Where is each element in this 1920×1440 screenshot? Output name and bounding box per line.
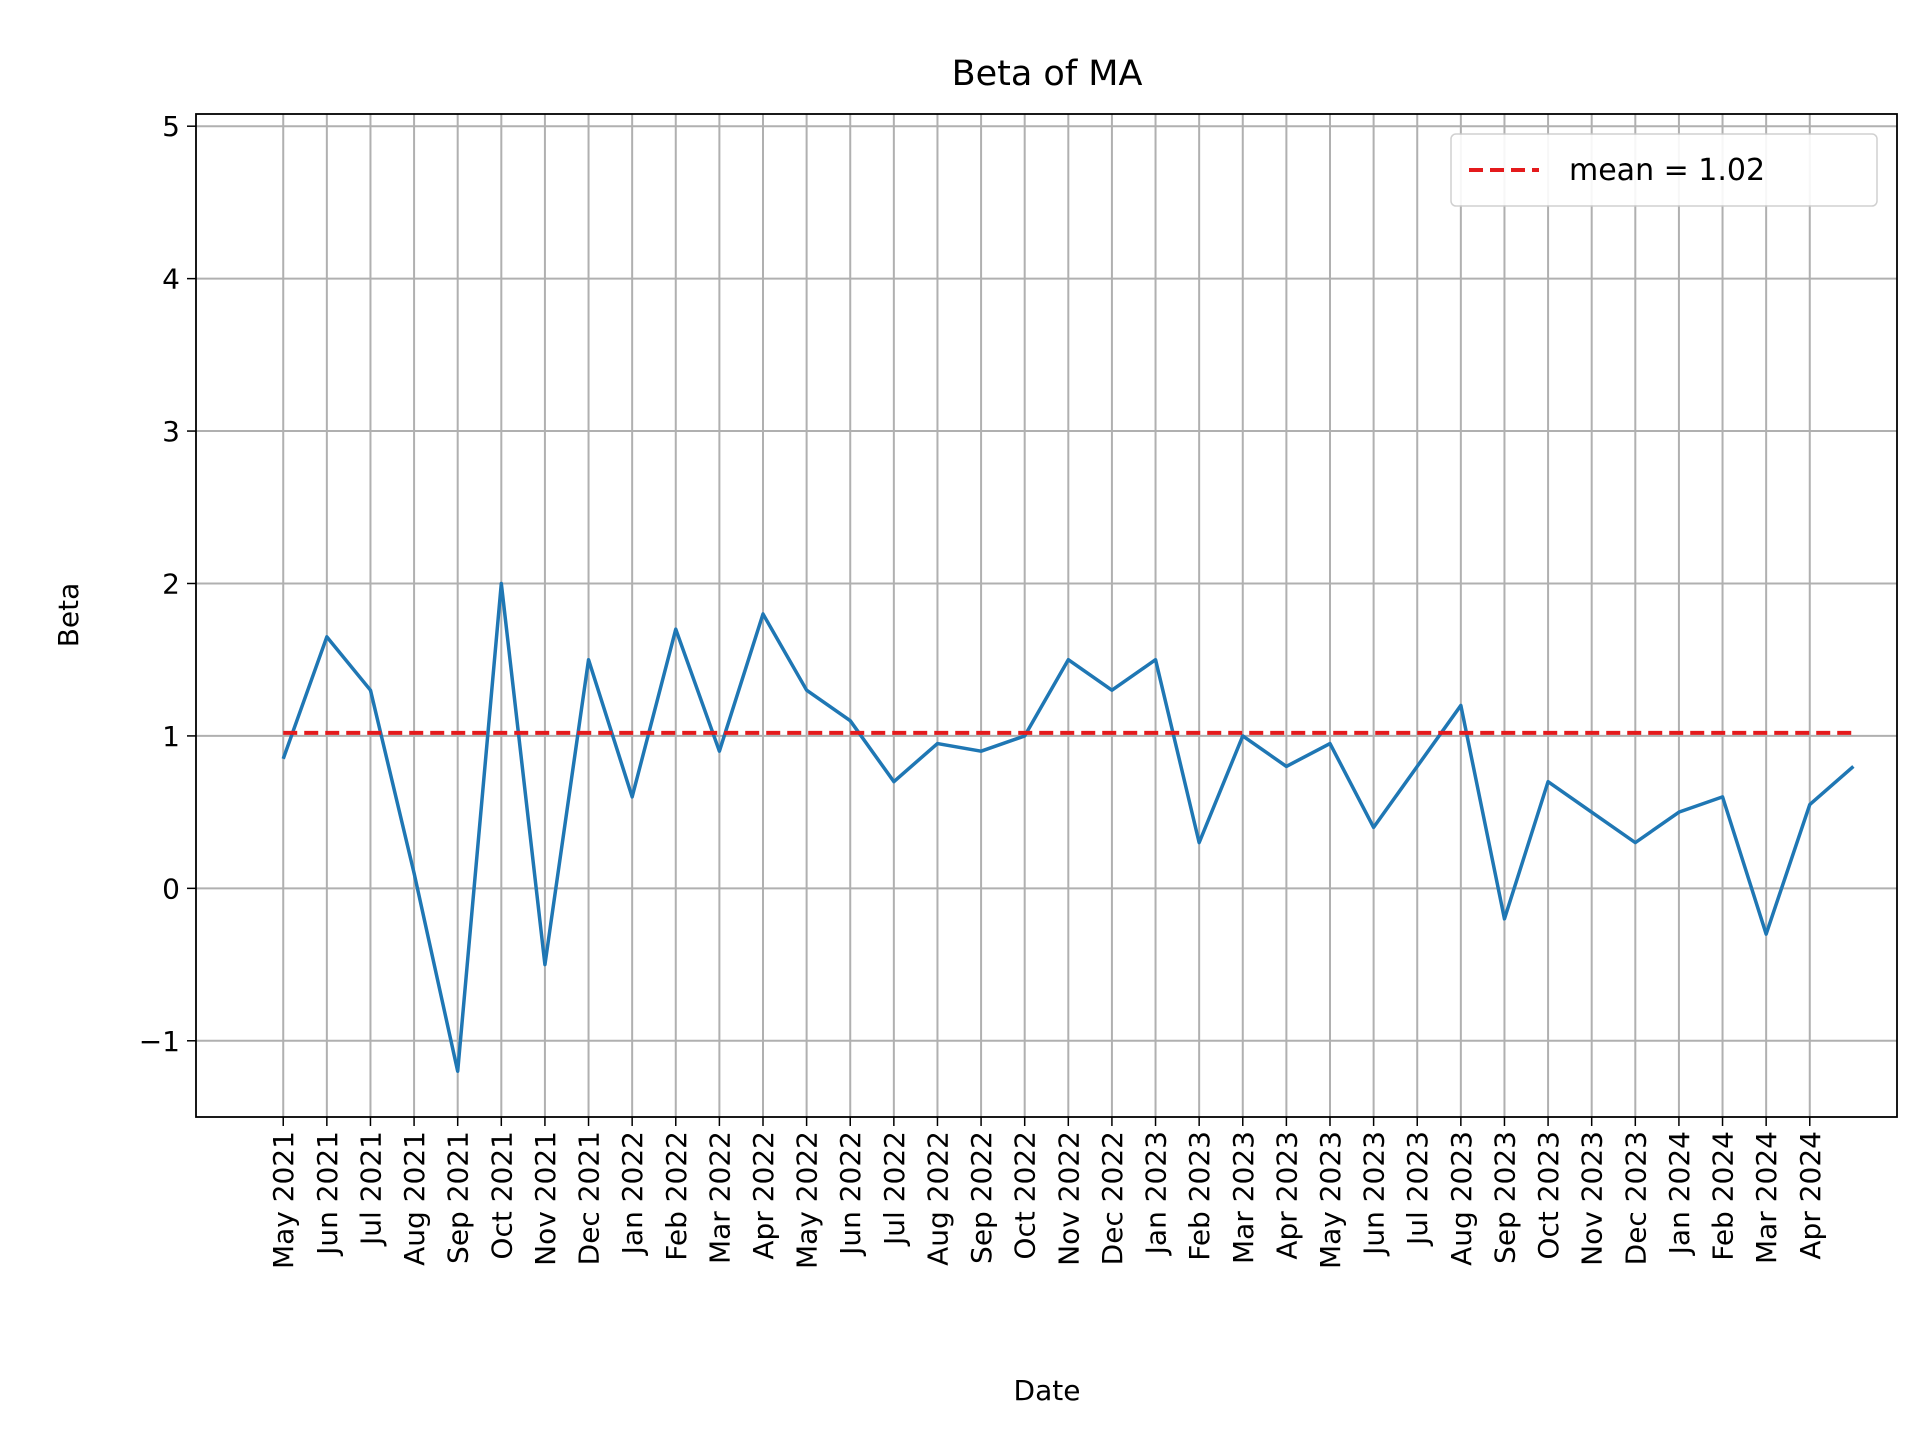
x-tick-label: Dec 2021 [573, 1131, 606, 1265]
x-tick-label: Aug 2022 [921, 1131, 954, 1266]
x-tick-label: Sep 2023 [1488, 1131, 1521, 1264]
x-tick-label: May 2021 [267, 1131, 300, 1269]
y-tick-label: 3 [162, 415, 180, 448]
data-line [281, 581, 1855, 1074]
x-tick-label: Feb 2023 [1183, 1131, 1216, 1261]
x-tick-label: Nov 2021 [529, 1131, 562, 1266]
x-tick-label: Jul 2023 [1401, 1131, 1434, 1247]
x-tick-label: Nov 2022 [1052, 1131, 1085, 1266]
x-axis-label: Date [1014, 1374, 1081, 1407]
x-tick-label: Mar 2022 [703, 1131, 736, 1264]
x-tick-label: Sep 2022 [965, 1131, 998, 1264]
x-tick-label: Apr 2023 [1270, 1131, 1303, 1260]
x-tick-label: Jul 2022 [878, 1131, 911, 1247]
x-tick-label: Feb 2024 [1707, 1131, 1740, 1261]
y-tick-label: 4 [162, 263, 180, 296]
x-tick-label: Sep 2021 [442, 1131, 475, 1264]
x-tick-label: Jun 2021 [311, 1131, 344, 1257]
x-tick-label: May 2023 [1314, 1131, 1347, 1269]
x-tick-label: Jan 2023 [1140, 1131, 1173, 1256]
x-tick-label: Oct 2022 [1009, 1131, 1042, 1260]
x-tick-label: Aug 2021 [398, 1131, 431, 1266]
x-tick-label: Apr 2024 [1794, 1131, 1827, 1260]
y-tick-label: 2 [162, 567, 180, 600]
legend-label: mean = 1.02 [1569, 153, 1765, 188]
y-tick-label: 0 [162, 872, 180, 905]
x-tick-label: Nov 2023 [1576, 1131, 1609, 1266]
x-tick-label: Jul 2021 [354, 1131, 387, 1247]
x-tick-label: Mar 2024 [1750, 1131, 1783, 1264]
x-tick-label: Jan 2024 [1663, 1131, 1696, 1256]
x-tick-label: May 2022 [791, 1131, 824, 1269]
x-tick-label: Oct 2021 [485, 1131, 518, 1260]
x-tick-label: Jun 2023 [1358, 1131, 1391, 1257]
y-tick-label: −1 [139, 1025, 180, 1058]
y-axis-label: Beta [52, 583, 85, 648]
x-tick-label: Jun 2022 [834, 1131, 867, 1257]
x-tick-label: Dec 2022 [1096, 1131, 1129, 1265]
x-tick-label: Apr 2022 [747, 1131, 780, 1260]
x-tick-label: Dec 2023 [1619, 1131, 1652, 1265]
y-tick-label: 5 [162, 110, 180, 143]
axes-frame [195, 113, 1898, 1118]
chart-title: Beta of MA [952, 54, 1143, 94]
y-tick-label: 1 [162, 720, 180, 753]
x-tick-label: Oct 2023 [1532, 1131, 1565, 1260]
x-tick-label: Feb 2022 [660, 1131, 693, 1261]
x-tick-label: Mar 2023 [1227, 1131, 1260, 1264]
legend-box [1450, 133, 1878, 207]
x-tick-label: Aug 2023 [1445, 1131, 1478, 1266]
x-tick-label: Jan 2022 [616, 1131, 649, 1256]
